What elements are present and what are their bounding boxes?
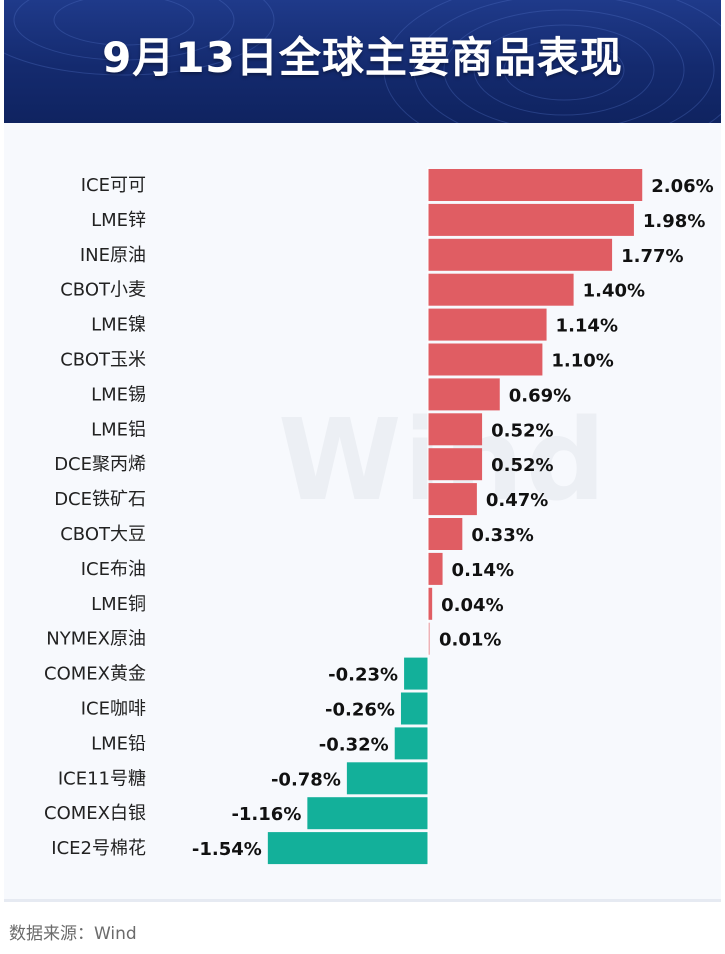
page-title: 9月13日全球主要商品表现 (102, 33, 623, 82)
category-label: ICE可可 (81, 175, 146, 196)
category-label: COMEX黄金 (44, 664, 146, 685)
bar-5 (428, 308, 547, 341)
value-label: 0.52% (491, 455, 553, 476)
bar-7 (428, 378, 500, 411)
value-label: 1.77% (621, 246, 683, 267)
contour-decoration (4, 0, 721, 123)
category-label: LME锡 (91, 384, 146, 405)
value-label: 0.33% (471, 525, 533, 546)
bar-15 (404, 657, 428, 690)
category-label: LME铜 (91, 594, 146, 615)
bar-14 (428, 622, 430, 655)
bar-17 (394, 727, 428, 760)
category-label: LME铅 (91, 733, 146, 754)
category-label: LME镍 (91, 315, 146, 336)
value-label: 0.01% (439, 630, 501, 651)
value-label: 1.10% (551, 351, 613, 372)
bar-8 (428, 413, 483, 446)
bar-16 (400, 692, 428, 725)
category-label: COMEX白银 (44, 803, 146, 824)
category-label: INE原油 (80, 245, 146, 266)
value-label: -0.32% (319, 734, 389, 755)
category-label: ICE11号糖 (58, 768, 146, 789)
value-label: 0.14% (452, 560, 514, 581)
value-label: -0.23% (328, 665, 398, 686)
data-source: 数据来源：Wind (9, 924, 137, 944)
value-label: -1.16% (231, 804, 301, 825)
category-label: CBOT小麦 (60, 280, 146, 301)
category-label: CBOT玉米 (60, 350, 146, 371)
bar-6 (428, 343, 543, 376)
value-label: 2.06% (651, 176, 713, 197)
category-label: CBOT大豆 (60, 524, 146, 545)
commodity-bar-chart: ICE可可 2.06% LME锌 1.98% INE原油 1.77% CBOT小麦 1.40%… (44, 167, 714, 867)
bar-9 (428, 448, 483, 481)
bar-19 (307, 797, 428, 830)
value-label: -0.26% (325, 700, 395, 721)
bar-13 (428, 587, 433, 620)
category-label: NYMEX原油 (46, 629, 146, 650)
category-label: ICE布油 (81, 559, 146, 580)
category-label: LME铝 (91, 419, 146, 440)
panel-divider (4, 899, 721, 902)
category-label: ICE咖啡 (81, 699, 146, 720)
value-label: 1.98% (643, 211, 705, 232)
bar-18 (346, 762, 428, 795)
value-label: -1.54% (192, 839, 262, 860)
header-banner: 9月13日全球主要商品表现 (4, 0, 721, 123)
category-label: DCE铁矿石 (54, 489, 146, 510)
value-label: 1.40% (583, 281, 645, 302)
value-label: -0.78% (271, 769, 341, 790)
value-label: 0.69% (509, 385, 571, 406)
value-label: 1.14% (556, 316, 618, 337)
bar-2 (428, 203, 634, 236)
bar-11 (428, 518, 463, 550)
bar-3 (428, 238, 613, 271)
category-label: LME锌 (91, 210, 146, 231)
bar-1 (428, 169, 643, 201)
category-label: DCE聚丙烯 (54, 454, 146, 475)
category-label: ICE2号棉花 (51, 838, 146, 859)
value-label: 0.47% (486, 490, 548, 511)
bar-20 (267, 832, 428, 865)
bar-4 (428, 273, 574, 306)
value-label: 0.52% (491, 420, 553, 441)
value-label: 0.04% (441, 595, 503, 616)
bar-12 (428, 552, 443, 585)
bar-10 (428, 483, 477, 516)
